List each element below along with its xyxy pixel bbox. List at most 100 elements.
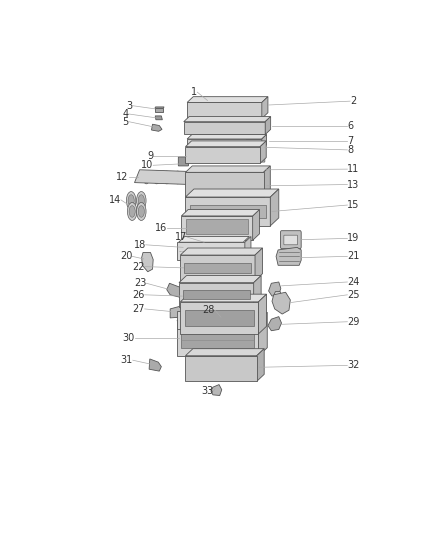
Circle shape: [217, 180, 228, 200]
Polygon shape: [253, 209, 259, 240]
Polygon shape: [155, 107, 164, 108]
FancyBboxPatch shape: [280, 231, 301, 249]
Polygon shape: [274, 292, 282, 298]
Polygon shape: [262, 96, 268, 118]
Polygon shape: [260, 141, 266, 163]
FancyBboxPatch shape: [191, 365, 224, 380]
Polygon shape: [272, 292, 290, 314]
Text: 3: 3: [126, 101, 132, 111]
Text: 24: 24: [347, 277, 360, 287]
FancyBboxPatch shape: [254, 150, 265, 162]
Text: 10: 10: [141, 160, 153, 170]
Circle shape: [128, 195, 134, 206]
Circle shape: [214, 386, 219, 394]
Circle shape: [153, 171, 160, 184]
Polygon shape: [141, 253, 153, 272]
Polygon shape: [264, 166, 270, 197]
Polygon shape: [167, 283, 183, 297]
Text: 8: 8: [347, 145, 353, 155]
Polygon shape: [190, 205, 266, 218]
Polygon shape: [181, 329, 254, 348]
Polygon shape: [268, 282, 281, 296]
Circle shape: [145, 254, 151, 265]
Circle shape: [143, 171, 150, 184]
Text: 13: 13: [347, 180, 360, 190]
Text: 33: 33: [201, 386, 214, 396]
Polygon shape: [187, 134, 267, 139]
FancyBboxPatch shape: [178, 157, 188, 166]
Circle shape: [163, 171, 170, 184]
Polygon shape: [185, 172, 264, 197]
Circle shape: [127, 203, 137, 221]
Text: 12: 12: [117, 172, 129, 182]
Text: 27: 27: [132, 304, 145, 314]
Polygon shape: [134, 170, 196, 184]
Polygon shape: [184, 263, 251, 273]
Polygon shape: [192, 127, 243, 133]
Text: 30: 30: [122, 334, 134, 343]
Text: 31: 31: [120, 355, 133, 365]
Polygon shape: [177, 242, 245, 260]
Text: 2: 2: [350, 96, 357, 106]
Polygon shape: [185, 197, 270, 226]
Polygon shape: [185, 310, 254, 326]
Polygon shape: [185, 166, 270, 172]
Polygon shape: [226, 166, 265, 174]
Polygon shape: [180, 302, 258, 334]
Polygon shape: [179, 282, 254, 307]
Polygon shape: [170, 306, 182, 318]
Polygon shape: [187, 219, 247, 234]
Text: 22: 22: [132, 262, 145, 272]
Circle shape: [138, 195, 145, 206]
Polygon shape: [177, 321, 258, 356]
Polygon shape: [184, 122, 265, 134]
Text: 9: 9: [147, 151, 153, 161]
Circle shape: [174, 171, 181, 184]
Circle shape: [278, 297, 283, 308]
Circle shape: [137, 191, 146, 209]
Polygon shape: [181, 216, 253, 240]
Text: 14: 14: [109, 195, 121, 205]
Polygon shape: [185, 349, 264, 356]
FancyBboxPatch shape: [246, 140, 264, 150]
Polygon shape: [179, 237, 249, 242]
Polygon shape: [185, 141, 266, 147]
Text: 7: 7: [347, 136, 353, 146]
Text: 21: 21: [347, 252, 360, 261]
Polygon shape: [181, 209, 259, 216]
Text: 25: 25: [347, 290, 360, 300]
Polygon shape: [185, 147, 260, 163]
Polygon shape: [155, 108, 163, 112]
Polygon shape: [180, 294, 267, 302]
Polygon shape: [187, 96, 268, 102]
Circle shape: [129, 206, 135, 217]
Polygon shape: [245, 237, 251, 260]
Polygon shape: [211, 385, 222, 395]
Polygon shape: [276, 247, 301, 265]
Polygon shape: [149, 359, 161, 371]
Text: 11: 11: [347, 164, 360, 174]
Polygon shape: [180, 248, 262, 255]
Polygon shape: [255, 248, 262, 281]
Text: 20: 20: [120, 252, 132, 261]
Polygon shape: [187, 139, 262, 149]
Text: 4: 4: [123, 109, 129, 119]
Polygon shape: [185, 189, 279, 197]
Polygon shape: [152, 124, 162, 131]
Polygon shape: [194, 141, 241, 147]
Text: 23: 23: [134, 278, 146, 288]
Polygon shape: [180, 255, 255, 281]
Text: 5: 5: [123, 117, 129, 127]
Polygon shape: [254, 276, 261, 307]
Text: 1: 1: [191, 87, 197, 97]
Text: 19: 19: [347, 233, 360, 244]
Text: 6: 6: [347, 120, 353, 131]
Text: 16: 16: [155, 223, 167, 233]
Polygon shape: [258, 312, 267, 356]
Polygon shape: [258, 294, 267, 334]
Text: 28: 28: [203, 305, 215, 315]
Polygon shape: [177, 312, 267, 321]
Text: 32: 32: [347, 360, 360, 370]
Polygon shape: [183, 290, 250, 300]
Polygon shape: [184, 117, 271, 122]
